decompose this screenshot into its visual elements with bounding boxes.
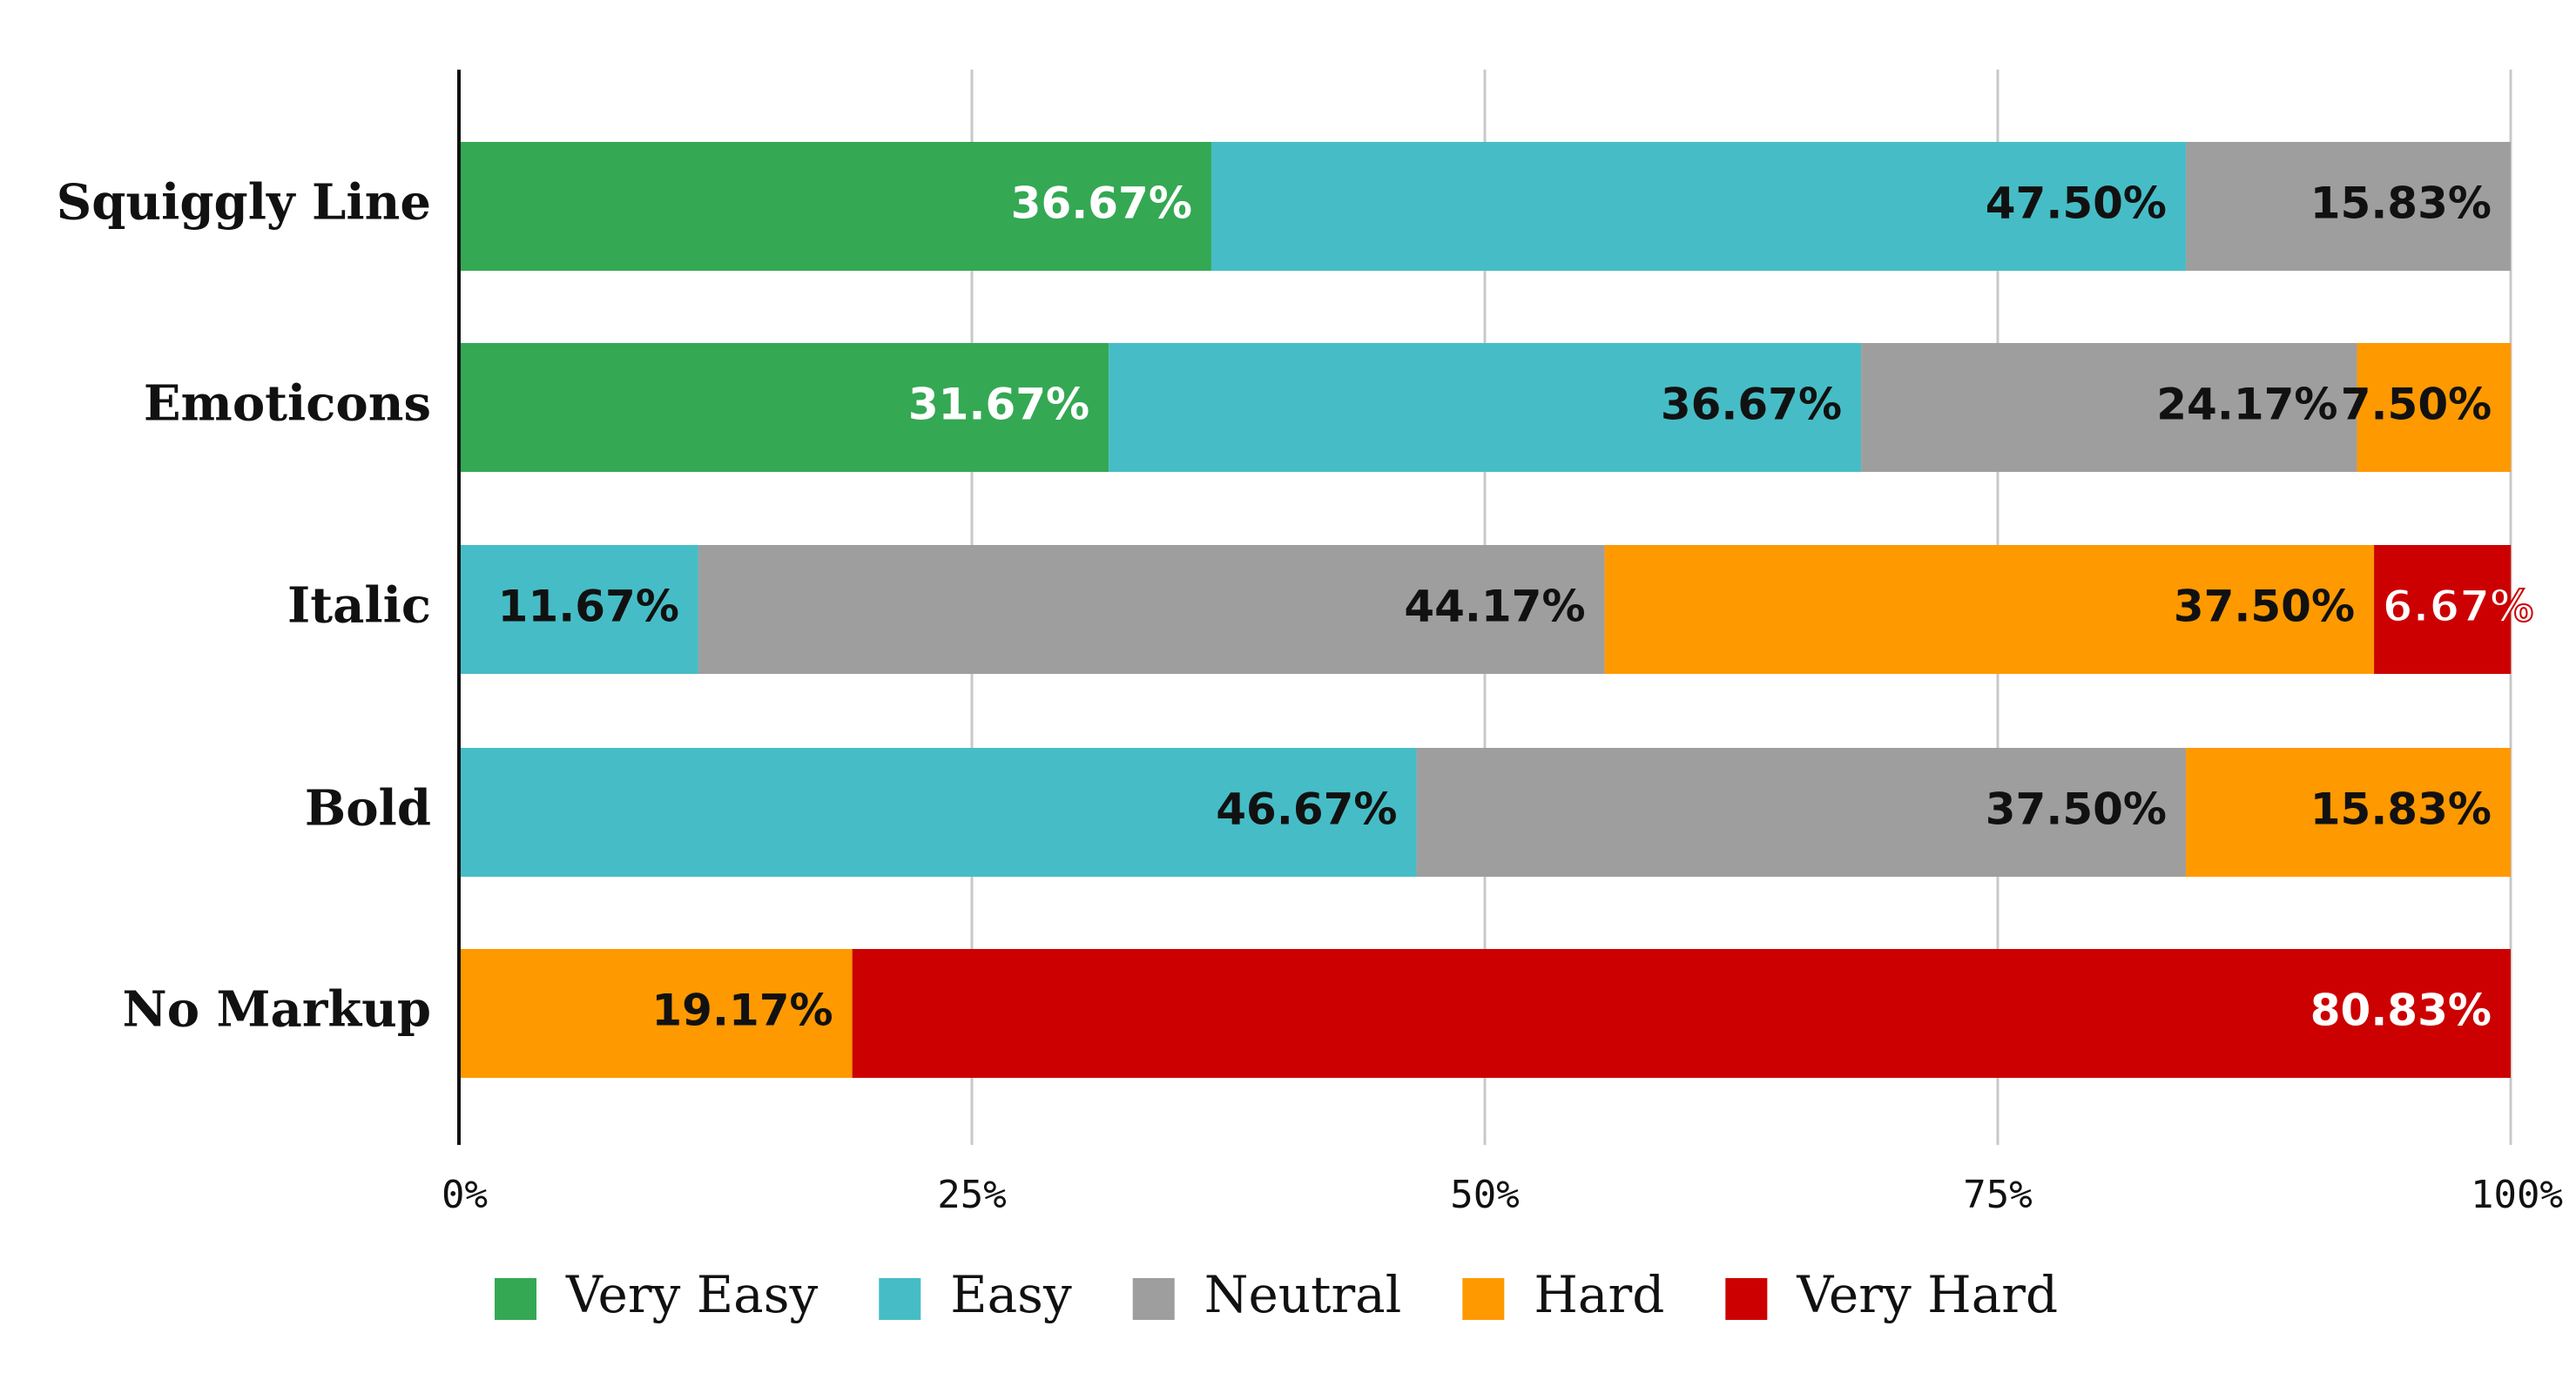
legend-label-very-easy: Very Easy: [565, 1265, 818, 1324]
category-label-squiggly-line: Squiggly Line: [57, 174, 431, 232]
legend-swatch-hard: [1462, 1278, 1505, 1320]
bar-emoticons-neutral: [1861, 343, 2357, 472]
bar-italic-neutral: [698, 545, 1605, 674]
data-label-emoticons-hard: 7.50%: [2341, 380, 2492, 430]
data-label-emoticons-neutral: 24.17%: [2156, 380, 2337, 430]
bar-emoticons-hard: [2357, 343, 2512, 472]
x-tick-label: 25%: [937, 1173, 1006, 1217]
data-label-no-markup-hard: 19.17%: [651, 986, 833, 1036]
bar-squiggly-line-neutral: [2186, 142, 2511, 271]
bar-bold-hard: [2186, 748, 2511, 877]
data-label-bold-neutral: 37.50%: [1986, 784, 2167, 835]
bar-bold-easy: [459, 748, 1417, 877]
legend-label-easy: Easy: [950, 1265, 1072, 1324]
data-label-italic-hard: 37.50%: [2174, 582, 2355, 632]
data-label-squiggly-line-easy: 47.50%: [1986, 178, 2167, 229]
bar-italic-very-hard: [2374, 545, 2512, 674]
category-label-no-markup: No Markup: [123, 981, 431, 1039]
bar-emoticons-easy: [1109, 343, 1862, 472]
data-label-italic-neutral: 44.17%: [1404, 582, 1585, 632]
category-label-bold: Bold: [305, 780, 431, 838]
legend-label-neutral: Neutral: [1204, 1265, 1402, 1324]
bar-bold-neutral: [1416, 748, 2187, 877]
x-tick-label: 75%: [1963, 1173, 2032, 1217]
bar-italic-hard: [1604, 545, 2375, 674]
data-label-emoticons-very-easy: 31.67%: [908, 380, 1089, 430]
bars: [459, 142, 2512, 1078]
category-label-italic: Italic: [287, 577, 431, 635]
category-label-emoticons: Emoticons: [144, 375, 431, 433]
legend-label-hard: Hard: [1534, 1265, 1664, 1324]
data-labels: 36.67% 47.50% 15.83% 31.67% 36.67% 24.17% 7.50…: [498, 178, 2535, 1036]
data-label-bold-easy: 46.67%: [1216, 784, 1397, 835]
bar-emoticons-very-easy: [459, 343, 1109, 472]
data-label-squiggly-line-neutral: 15.83%: [2310, 178, 2492, 229]
axis: 0% 25% 50% 75% 100% Squiggly Line Emoticons Ita…: [57, 70, 2563, 1217]
legend-swatch-neutral: [1132, 1278, 1175, 1320]
bar-no-markup-very-hard: [852, 949, 2511, 1078]
legend-item-neutral: Neutral: [1132, 1265, 1402, 1324]
legend: Very Easy Easy Neutral Hard Very Hard: [495, 1265, 2058, 1324]
x-tick-label: 100%: [2471, 1173, 2563, 1217]
bar-squiggly-line-very-easy: [459, 142, 1211, 271]
legend-swatch-very-easy: [495, 1278, 536, 1320]
x-tick-label: 0%: [442, 1173, 488, 1217]
bar-no-markup-hard: [459, 949, 853, 1078]
x-tick-label: 50%: [1450, 1173, 1519, 1217]
legend-item-hard: Hard: [1462, 1265, 1664, 1324]
legend-label-very-hard: Very Hard: [1796, 1265, 2058, 1324]
data-label-squiggly-line-very-easy: 36.67%: [1011, 178, 1192, 229]
legend-item-very-easy: Very Easy: [495, 1265, 818, 1324]
legend-item-easy: Easy: [879, 1265, 1072, 1324]
legend-swatch-easy: [879, 1278, 921, 1320]
data-label-no-markup-very-hard: 80.83%: [2310, 986, 2492, 1036]
bar-italic-easy: [459, 545, 698, 674]
data-label-italic-easy: 11.67%: [498, 582, 679, 632]
legend-swatch-very-hard: [1725, 1278, 1768, 1320]
data-label-emoticons-easy: 36.67%: [1661, 380, 1842, 430]
data-label-italic-very-hard: 6.67%: [2383, 582, 2533, 632]
data-label-bold-hard: 15.83%: [2310, 784, 2492, 835]
bar-squiggly-line-easy: [1210, 142, 2187, 271]
legend-item-very-hard: Very Hard: [1725, 1265, 2058, 1324]
